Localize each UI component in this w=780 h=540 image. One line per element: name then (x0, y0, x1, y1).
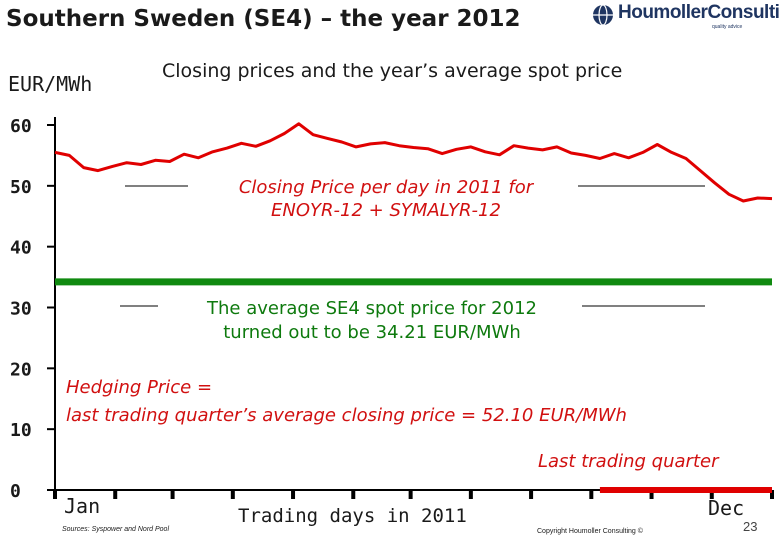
logo-tagline: quality advice (712, 24, 743, 30)
spot-annotation-line1: The average SE4 spot price for 2012 (207, 298, 537, 319)
chart-title: Southern Sweden (SE4) – the year 2012 (6, 6, 521, 32)
globe-icon (593, 4, 613, 26)
last-quarter-annotation: Last trading quarter (538, 451, 719, 472)
y-tick-label: 40 (10, 238, 32, 259)
closing-price-line (54, 122, 773, 203)
y-axis-unit: EUR/MWh (8, 72, 93, 96)
y-tick-label: 30 (10, 299, 32, 320)
hedge-annotation-line2: last trading quarter’s average closing p… (66, 405, 627, 426)
closing-annotation-line2: ENOYR-12 + SYMALYR-12 (271, 200, 501, 221)
source-note: Sources: Syspower and Nord Pool (62, 526, 169, 533)
x-axis-last-label: Dec (708, 496, 745, 520)
spot-price-annotation: The average SE4 spot price for 2012 turn… (160, 297, 584, 345)
closing-price-annotation: Closing Price per day in 2011 for ENOYR-… (192, 176, 580, 222)
y-tick-label: 60 (10, 116, 32, 137)
y-tick-label: 20 (10, 359, 32, 380)
page-number: 23 (743, 519, 758, 534)
y-tick-label: 0 (10, 481, 21, 502)
chart-subtitle: Closing prices and the year’s average sp… (162, 60, 623, 82)
closing-annotation-line1: Closing Price per day in 2011 for (238, 177, 534, 198)
spot-annotation-line2: turned out to be 34.21 EUR/MWh (223, 322, 521, 343)
hedging-price-annotation: Hedging Price = last trading quarter’s a… (66, 374, 627, 430)
x-axis-title: Trading days in 2011 (238, 505, 467, 527)
copyright-note: Copyright Houmoller Consulting © (537, 528, 643, 535)
x-axis-first-label: Jan (64, 494, 101, 518)
y-tick-label: 50 (10, 177, 32, 198)
hedge-annotation-line1: Hedging Price = (66, 377, 213, 398)
y-tick-label: 10 (10, 420, 32, 441)
